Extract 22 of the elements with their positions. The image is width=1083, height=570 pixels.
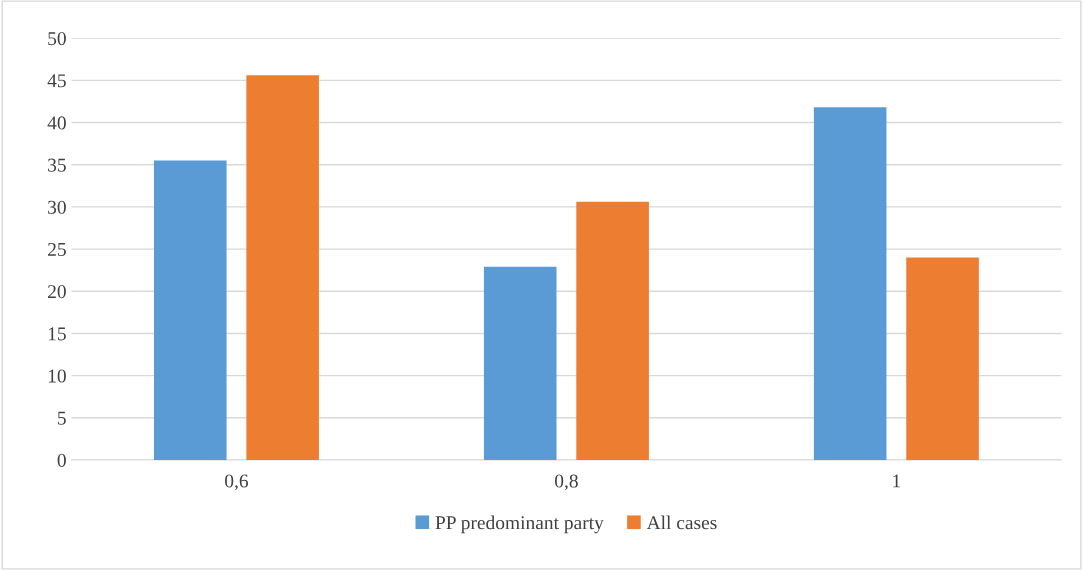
bar — [906, 257, 979, 460]
y-tick-label: 35 — [48, 158, 66, 172]
y-tick-label: 15 — [48, 327, 66, 341]
y-tick-label: 5 — [58, 411, 66, 425]
bar — [483, 266, 557, 460]
legend-label: All cases — [646, 515, 717, 530]
y-tick-label: 10 — [48, 369, 66, 383]
legend-label: PP predominant party — [435, 515, 604, 534]
y-tick-label: 40 — [47, 116, 66, 130]
bar — [153, 160, 227, 460]
x-tick-label: 0,6 — [225, 474, 249, 491]
y-tick-label: 30 — [48, 200, 66, 214]
bar — [576, 201, 649, 460]
bar — [246, 75, 319, 460]
y-tick-label: 45 — [47, 74, 66, 88]
x-tick-label: 1 — [893, 474, 901, 488]
y-tick-label: 25 — [48, 242, 66, 257]
x-tick-label: 0,8 — [555, 474, 578, 491]
bar — [813, 107, 887, 460]
y-tick-label: 20 — [48, 285, 66, 299]
y-tick-label: 50 — [48, 32, 66, 46]
y-tick-label: 0 — [57, 453, 66, 467]
